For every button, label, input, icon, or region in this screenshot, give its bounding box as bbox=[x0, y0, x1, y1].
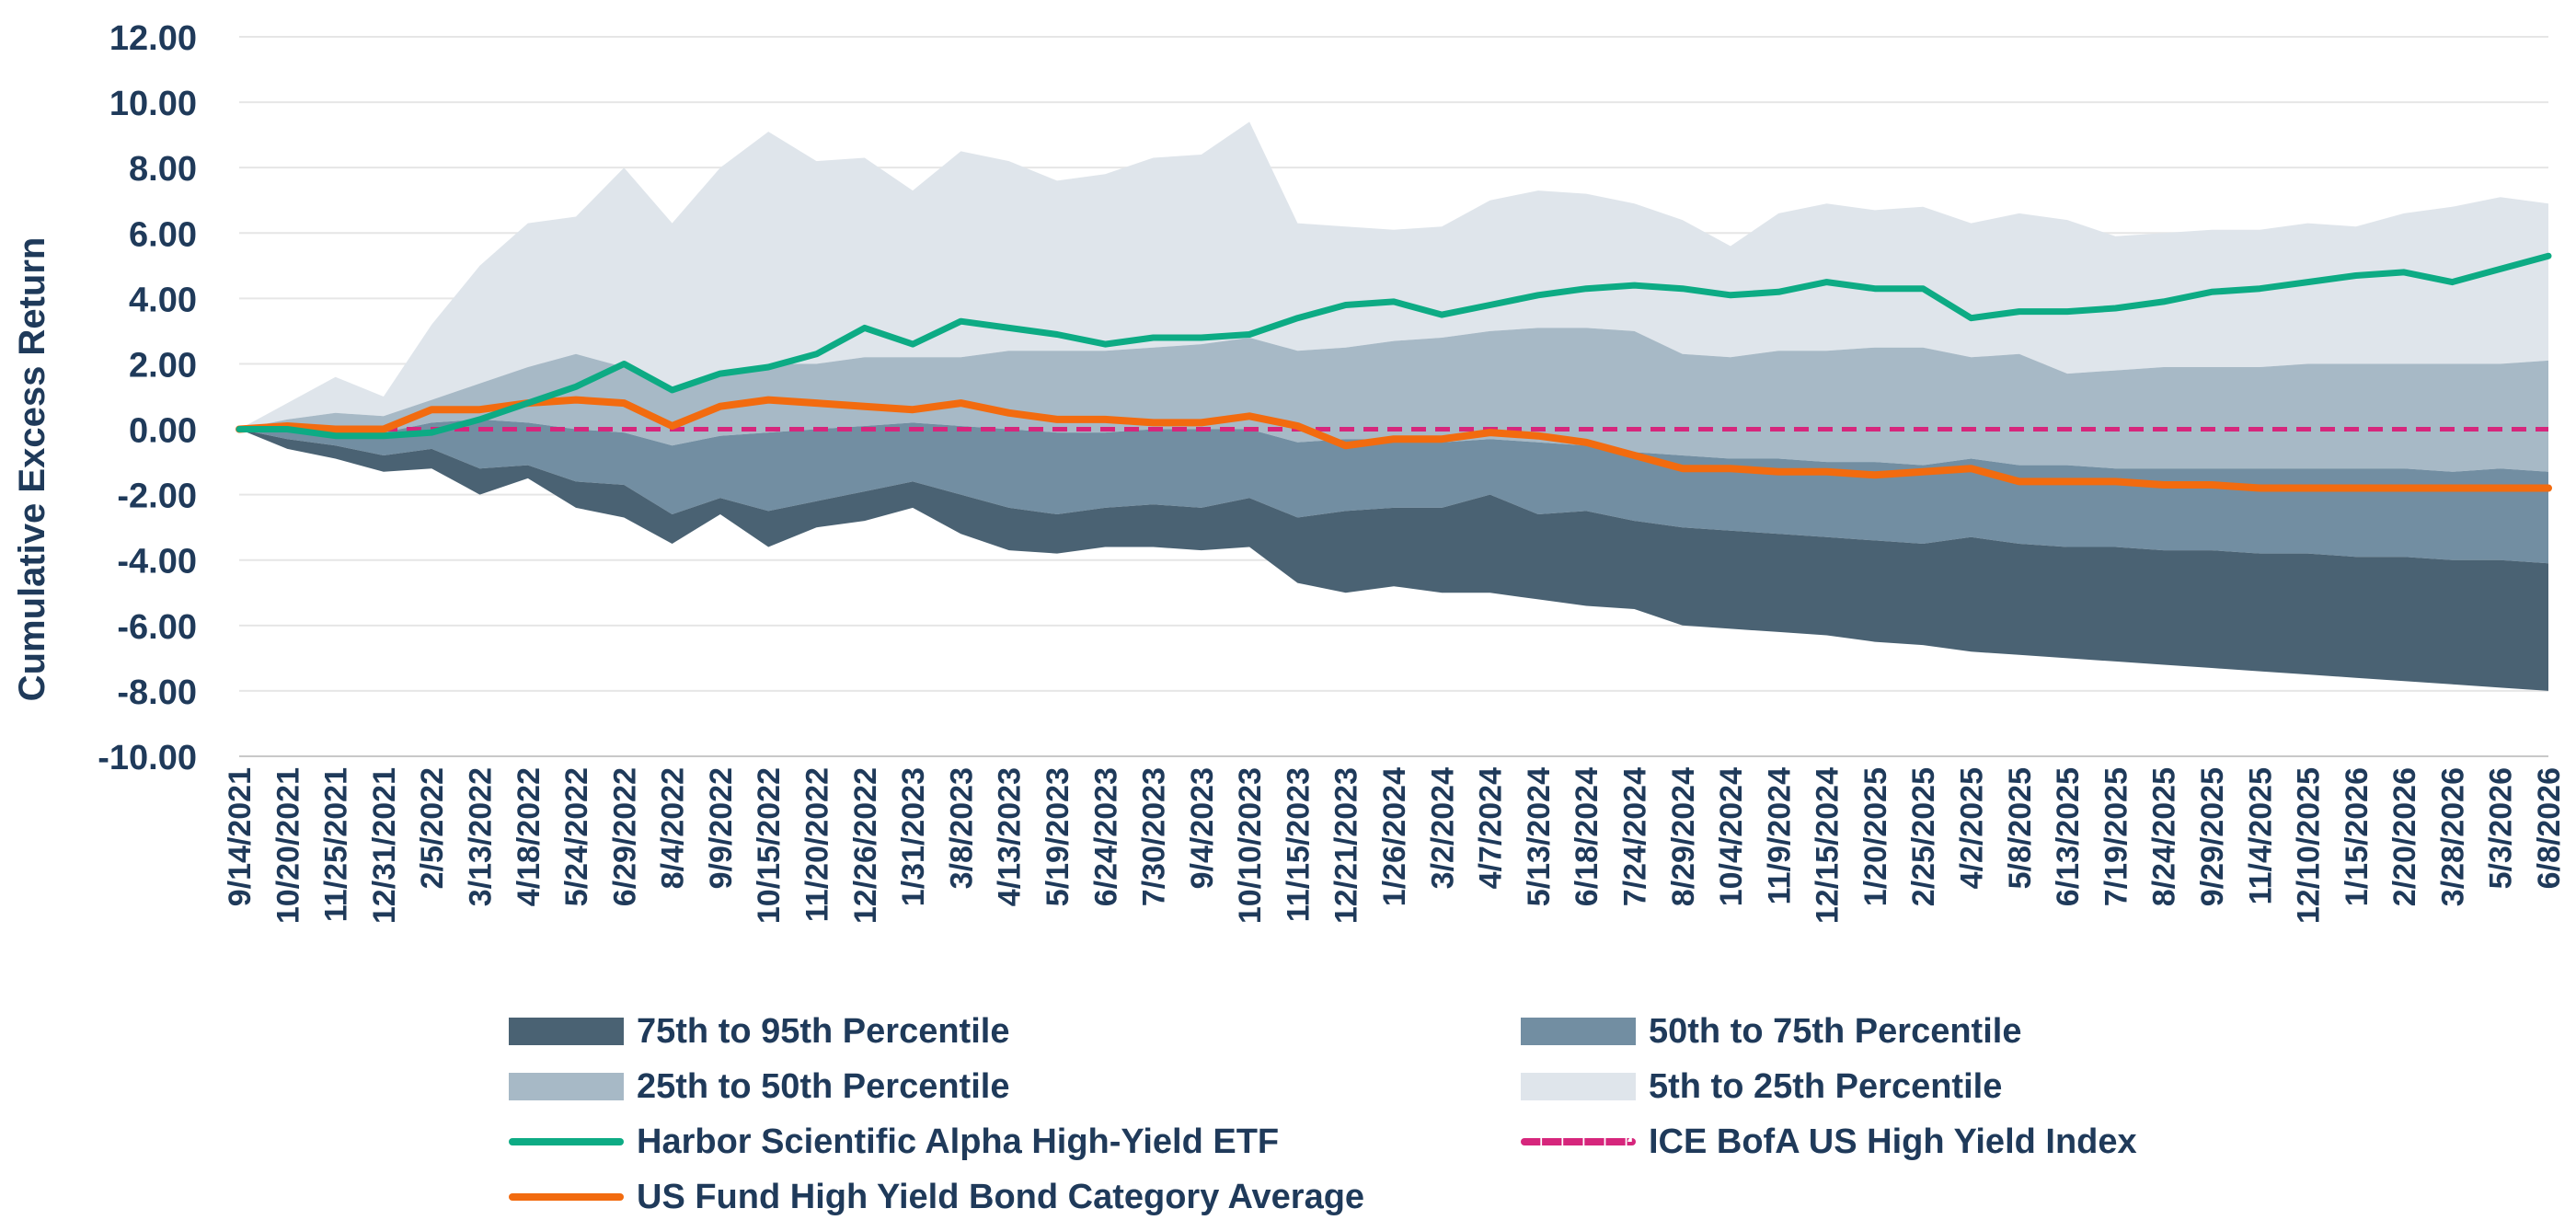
x-tick-label: 10/20/2021 bbox=[270, 767, 305, 924]
x-tick-label: 5/13/2024 bbox=[1522, 767, 1557, 906]
percentile-bands bbox=[239, 121, 2548, 691]
y-tick-label: -10.00 bbox=[98, 739, 197, 777]
x-tick-label: 9/4/2023 bbox=[1185, 767, 1220, 889]
y-tick-label: 8.00 bbox=[129, 150, 197, 189]
x-tick-label: 4/18/2022 bbox=[512, 767, 546, 906]
y-tick-label: 4.00 bbox=[129, 281, 197, 319]
x-tick-label: 9/9/2022 bbox=[704, 767, 739, 889]
x-tick-label: 6/29/2022 bbox=[607, 767, 642, 906]
axes: 12.00 10.00 8.00 6.00 4.00 2.00 0.00 -2.00 -4.00… bbox=[98, 19, 2567, 924]
x-tick-label: 1/20/2025 bbox=[1858, 767, 1893, 906]
band-25-50 bbox=[239, 328, 2548, 472]
series-lines bbox=[236, 252, 2552, 492]
x-tick-label: 12/15/2024 bbox=[1811, 767, 1846, 924]
y-tick-label: 0.00 bbox=[129, 412, 197, 451]
x-tick-label: 12/10/2025 bbox=[2292, 767, 2327, 924]
x-tick-label: 3/2/2024 bbox=[1425, 767, 1460, 889]
y-tick-label: 12.00 bbox=[109, 19, 197, 58]
y-tick-label: -2.00 bbox=[117, 478, 197, 516]
x-tick-label: 3/8/2023 bbox=[944, 767, 979, 889]
x-tick-label: 4/13/2023 bbox=[993, 767, 1028, 906]
x-tick-label: 7/19/2025 bbox=[2099, 767, 2133, 906]
x-tick-label: 12/31/2021 bbox=[367, 767, 402, 924]
x-tick-label: 9/14/2021 bbox=[223, 767, 258, 906]
x-tick-label: 1/31/2023 bbox=[896, 767, 931, 906]
y-tick-label: 2.00 bbox=[129, 346, 197, 385]
x-tick-label: 8/29/2024 bbox=[1666, 767, 1701, 906]
x-tick-label: 6/18/2024 bbox=[1570, 767, 1604, 906]
y-tick-label: 10.00 bbox=[109, 85, 197, 123]
series-line-etf bbox=[236, 252, 2552, 440]
x-tick-label: 9/29/2025 bbox=[2195, 767, 2230, 906]
x-tick-label: 11/4/2025 bbox=[2243, 767, 2278, 904]
x-tick-label: 5/8/2025 bbox=[2003, 767, 2038, 889]
x-tick-label: 1/15/2026 bbox=[2340, 767, 2375, 906]
x-tick-label: 12/26/2022 bbox=[848, 767, 883, 924]
x-tick-label: 5/24/2022 bbox=[559, 767, 594, 906]
x-tick-label: 6/8/2026 bbox=[2532, 767, 2567, 889]
x-tick-label: 10/4/2024 bbox=[1714, 767, 1749, 906]
x-tick-label: 10/10/2023 bbox=[1233, 767, 1268, 924]
y-tick-label: -4.00 bbox=[117, 543, 197, 581]
x-tick-label: 11/25/2021 bbox=[319, 767, 354, 922]
x-tick-label: 6/24/2023 bbox=[1088, 767, 1123, 906]
band-75-95 bbox=[239, 429, 2548, 691]
x-tick-label: 2/25/2025 bbox=[1906, 767, 1941, 906]
x-tick-label: 11/9/2024 bbox=[1762, 767, 1797, 904]
y-tick-label: 6.00 bbox=[129, 215, 197, 254]
x-tick-label: 2/20/2026 bbox=[2387, 767, 2422, 906]
x-tick-label: 6/13/2025 bbox=[2051, 767, 2086, 906]
x-tick-label: 7/24/2024 bbox=[1617, 767, 1652, 906]
y-axis-title: Cumulative Excess Return bbox=[12, 237, 52, 702]
x-tick-label: 8/24/2025 bbox=[2147, 767, 2182, 906]
x-tick-label: 10/15/2022 bbox=[752, 767, 787, 924]
x-tick-label: 4/2/2025 bbox=[1955, 767, 1990, 889]
x-tick-label: 4/7/2024 bbox=[1474, 767, 1509, 889]
x-tick-label: 11/20/2022 bbox=[800, 767, 835, 922]
y-tick-label: -6.00 bbox=[117, 608, 197, 647]
x-tick-label: 8/4/2022 bbox=[656, 767, 691, 889]
x-tick-label: 1/26/2024 bbox=[1377, 767, 1412, 906]
x-tick-label: 11/15/2023 bbox=[1281, 767, 1316, 922]
series-line-category bbox=[236, 396, 2552, 492]
x-tick-label: 5/19/2023 bbox=[1041, 767, 1075, 906]
x-tick-label: 3/13/2022 bbox=[463, 767, 498, 906]
x-tick-label: 3/28/2026 bbox=[2435, 767, 2470, 906]
x-tick-label: 5/3/2026 bbox=[2484, 767, 2519, 889]
x-tick-label: 7/30/2023 bbox=[1137, 767, 1172, 906]
x-tick-label: 2/5/2022 bbox=[415, 767, 450, 889]
x-tick-label: 12/21/2023 bbox=[1329, 767, 1364, 924]
y-tick-label: -8.00 bbox=[117, 673, 197, 712]
band-50-75 bbox=[239, 419, 2548, 564]
